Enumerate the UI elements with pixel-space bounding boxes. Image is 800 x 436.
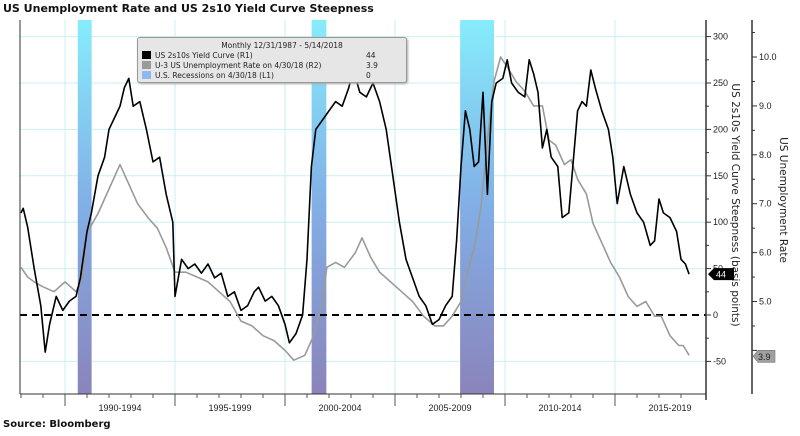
y2-tick-label: 6.0 <box>759 248 772 258</box>
last-value-tag-yield <box>708 268 734 281</box>
legend-swatch <box>142 51 151 59</box>
legend-swatch <box>142 61 151 69</box>
y1-tick-label: 150 <box>713 171 728 181</box>
y1-tick-label: 300 <box>713 32 728 42</box>
last-value-yield: 44 <box>716 270 726 280</box>
legend: Monthly 12/31/1987 - 5/14/2018 US 2s10s … <box>137 37 407 83</box>
y2-tick-label: 5.0 <box>759 297 772 307</box>
legend-label: U-3 US Unemployment Rate on 4/30/18 (R2) <box>155 60 322 70</box>
legend-swatch <box>142 71 151 79</box>
x-tick-label: 2015-2019 <box>648 403 691 413</box>
y2-tick-label: 10.0 <box>759 52 777 62</box>
chart-title: US Unemployment Rate and US 2s10 Yield C… <box>3 2 374 15</box>
legend-entry-unemployment: U-3 US Unemployment Rate on 4/30/18 (R2)… <box>138 60 406 70</box>
series-line-yield-curve <box>20 58 690 353</box>
legend-value: 0 <box>366 70 371 80</box>
y2-axis-title: US Unemployment Rate <box>777 137 789 263</box>
y1-axis-title: US 2s10s Yield Curve Steepness (basis po… <box>729 83 741 326</box>
legend-label: US 2s10s Yield Curve (R1) <box>155 50 253 60</box>
y1-tick-label: -50 <box>713 356 726 366</box>
y1-tick-label: 0 <box>713 310 718 320</box>
x-tick-label: 2005-2009 <box>428 403 471 413</box>
x-tick-label: 2010-2014 <box>538 403 581 413</box>
source-note: Source: Bloomberg <box>3 419 111 430</box>
y2-tick-label: 9.0 <box>759 101 772 111</box>
y1-tick-label: 200 <box>713 124 728 134</box>
legend-entry-recessions: U.S. Recessions on 4/30/18 (L1) 0 <box>138 70 406 80</box>
legend-header: Monthly 12/31/1987 - 5/14/2018 <box>221 41 343 50</box>
y2-tick-label: 8.0 <box>759 150 772 160</box>
last-value-tag-unemployment <box>752 349 776 363</box>
recession-band <box>460 20 494 394</box>
y2-tick-label: 7.0 <box>759 199 772 209</box>
x-tick-label: 1990-1994 <box>98 403 141 413</box>
legend-label: U.S. Recessions on 4/30/18 (L1) <box>155 70 274 80</box>
y1-tick-label: 250 <box>713 78 728 88</box>
recession-band <box>77 20 92 394</box>
legend-value: 44 <box>366 50 376 60</box>
x-tick-label: 2000-2004 <box>318 403 361 413</box>
series-line-unemployment <box>20 56 690 362</box>
legend-entry-yield-curve: US 2s10s Yield Curve (R1) 44 <box>138 50 406 60</box>
y1-tick-label: 100 <box>713 217 728 227</box>
legend-value: 3.9 <box>366 60 378 70</box>
x-tick-label: 1995-1999 <box>208 403 251 413</box>
last-value-unemployment: 3.9 <box>758 352 771 362</box>
